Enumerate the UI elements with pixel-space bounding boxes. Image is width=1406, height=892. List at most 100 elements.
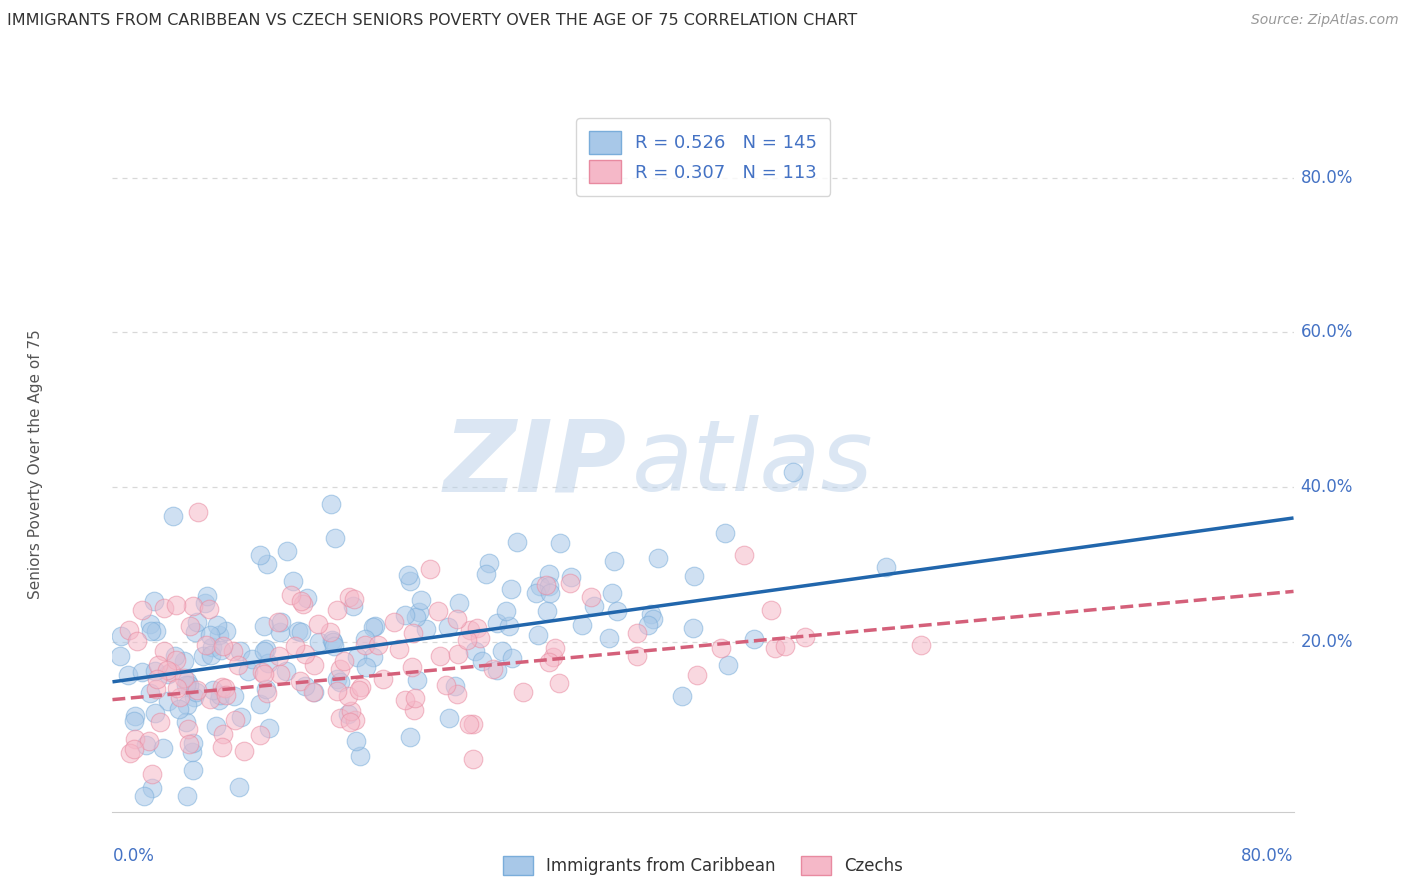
Point [211,680,233,694]
Point [212,639,235,653]
Point [486,615,509,630]
Point [606,604,628,618]
Point [354,638,377,652]
Point [429,648,451,663]
Point [108,649,131,664]
Point [342,599,364,613]
Point [560,575,582,590]
Point [143,706,166,720]
Point [221,643,243,657]
Point [326,672,349,686]
Point [458,716,481,731]
Point [404,703,426,717]
Point [415,622,437,636]
Point [201,682,224,697]
Point [143,664,166,678]
Point [409,593,432,607]
Point [543,649,565,664]
Point [405,673,427,688]
Point [256,557,278,571]
Point [226,658,249,673]
Point [145,624,167,639]
Point [253,644,276,658]
Point [742,632,765,646]
Point [343,713,366,727]
Point [302,684,325,698]
Point [396,568,419,582]
Point [176,698,198,712]
Point [186,682,208,697]
Point [290,594,312,608]
Point [354,632,377,647]
Point [308,635,330,649]
Point [153,600,176,615]
Point [146,672,169,686]
Point [759,603,782,617]
Text: 0.0%: 0.0% [112,847,155,865]
Point [444,680,467,694]
Point [197,602,219,616]
Point [152,643,174,657]
Point [118,623,141,637]
Point [222,689,245,703]
Point [167,701,190,715]
Point [640,607,662,622]
Point [321,632,343,647]
Point [495,604,517,618]
Point [543,640,565,655]
Point [205,719,228,733]
Point [322,635,344,649]
Point [280,588,302,602]
Point [232,743,254,757]
Point [166,681,188,695]
Point [434,678,457,692]
Point [200,628,222,642]
Point [302,658,325,673]
Point [132,789,155,804]
Point [242,652,264,666]
Point [910,638,932,652]
Legend: R = 0.526   N = 145, R = 0.307   N = 113: R = 0.526 N = 145, R = 0.307 N = 113 [576,118,830,196]
Point [304,684,326,698]
Point [165,598,187,612]
Point [637,618,659,632]
Point [157,694,180,708]
Point [405,610,427,624]
Point [269,667,291,681]
Point [401,626,423,640]
Point [135,738,157,752]
Point [361,650,384,665]
Point [401,660,423,674]
Point [249,698,271,712]
Point [626,626,648,640]
Point [482,662,505,676]
Point [117,668,139,682]
Point [526,585,548,599]
Point [176,789,198,804]
Point [156,664,179,678]
Point [449,596,471,610]
Point [682,621,704,635]
Point [364,619,387,633]
Point [209,688,232,702]
Text: Seniors Poverty Over the Age of 75: Seniors Poverty Over the Age of 75 [28,329,42,599]
Text: 60.0%: 60.0% [1301,324,1353,342]
Point [253,666,276,681]
Point [208,628,231,642]
Point [270,615,292,629]
Point [329,662,352,676]
Point [465,621,488,635]
Point [463,717,485,731]
Point [274,664,297,678]
Point [603,553,626,567]
Point [183,690,205,704]
Point [538,655,561,669]
Point [343,591,366,606]
Point [214,681,236,695]
Point [560,570,582,584]
Point [125,634,148,648]
Point [382,615,405,629]
Point [474,567,496,582]
Point [326,684,349,698]
Point [131,603,153,617]
